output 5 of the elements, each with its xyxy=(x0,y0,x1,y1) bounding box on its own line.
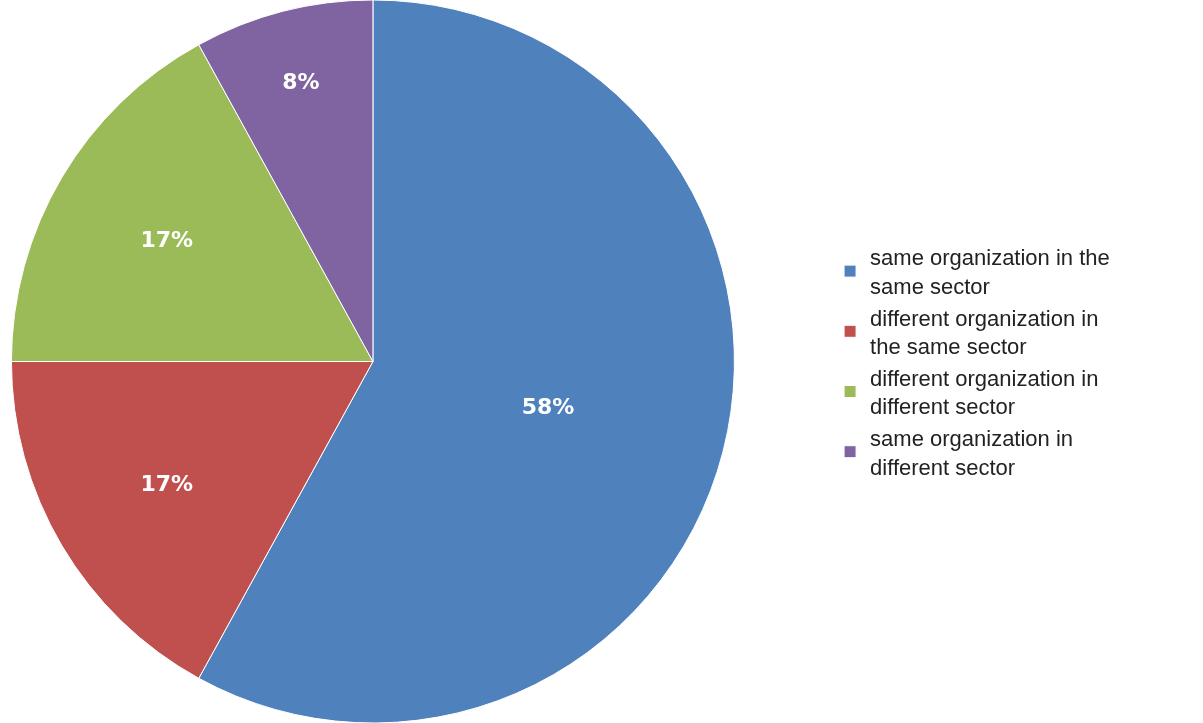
data-label: 17% xyxy=(140,470,194,496)
legend-label: same organization in different sector xyxy=(870,425,1074,480)
data-label: 17% xyxy=(140,227,194,253)
data-label: 58% xyxy=(521,393,575,419)
data-label: 8% xyxy=(282,68,320,94)
